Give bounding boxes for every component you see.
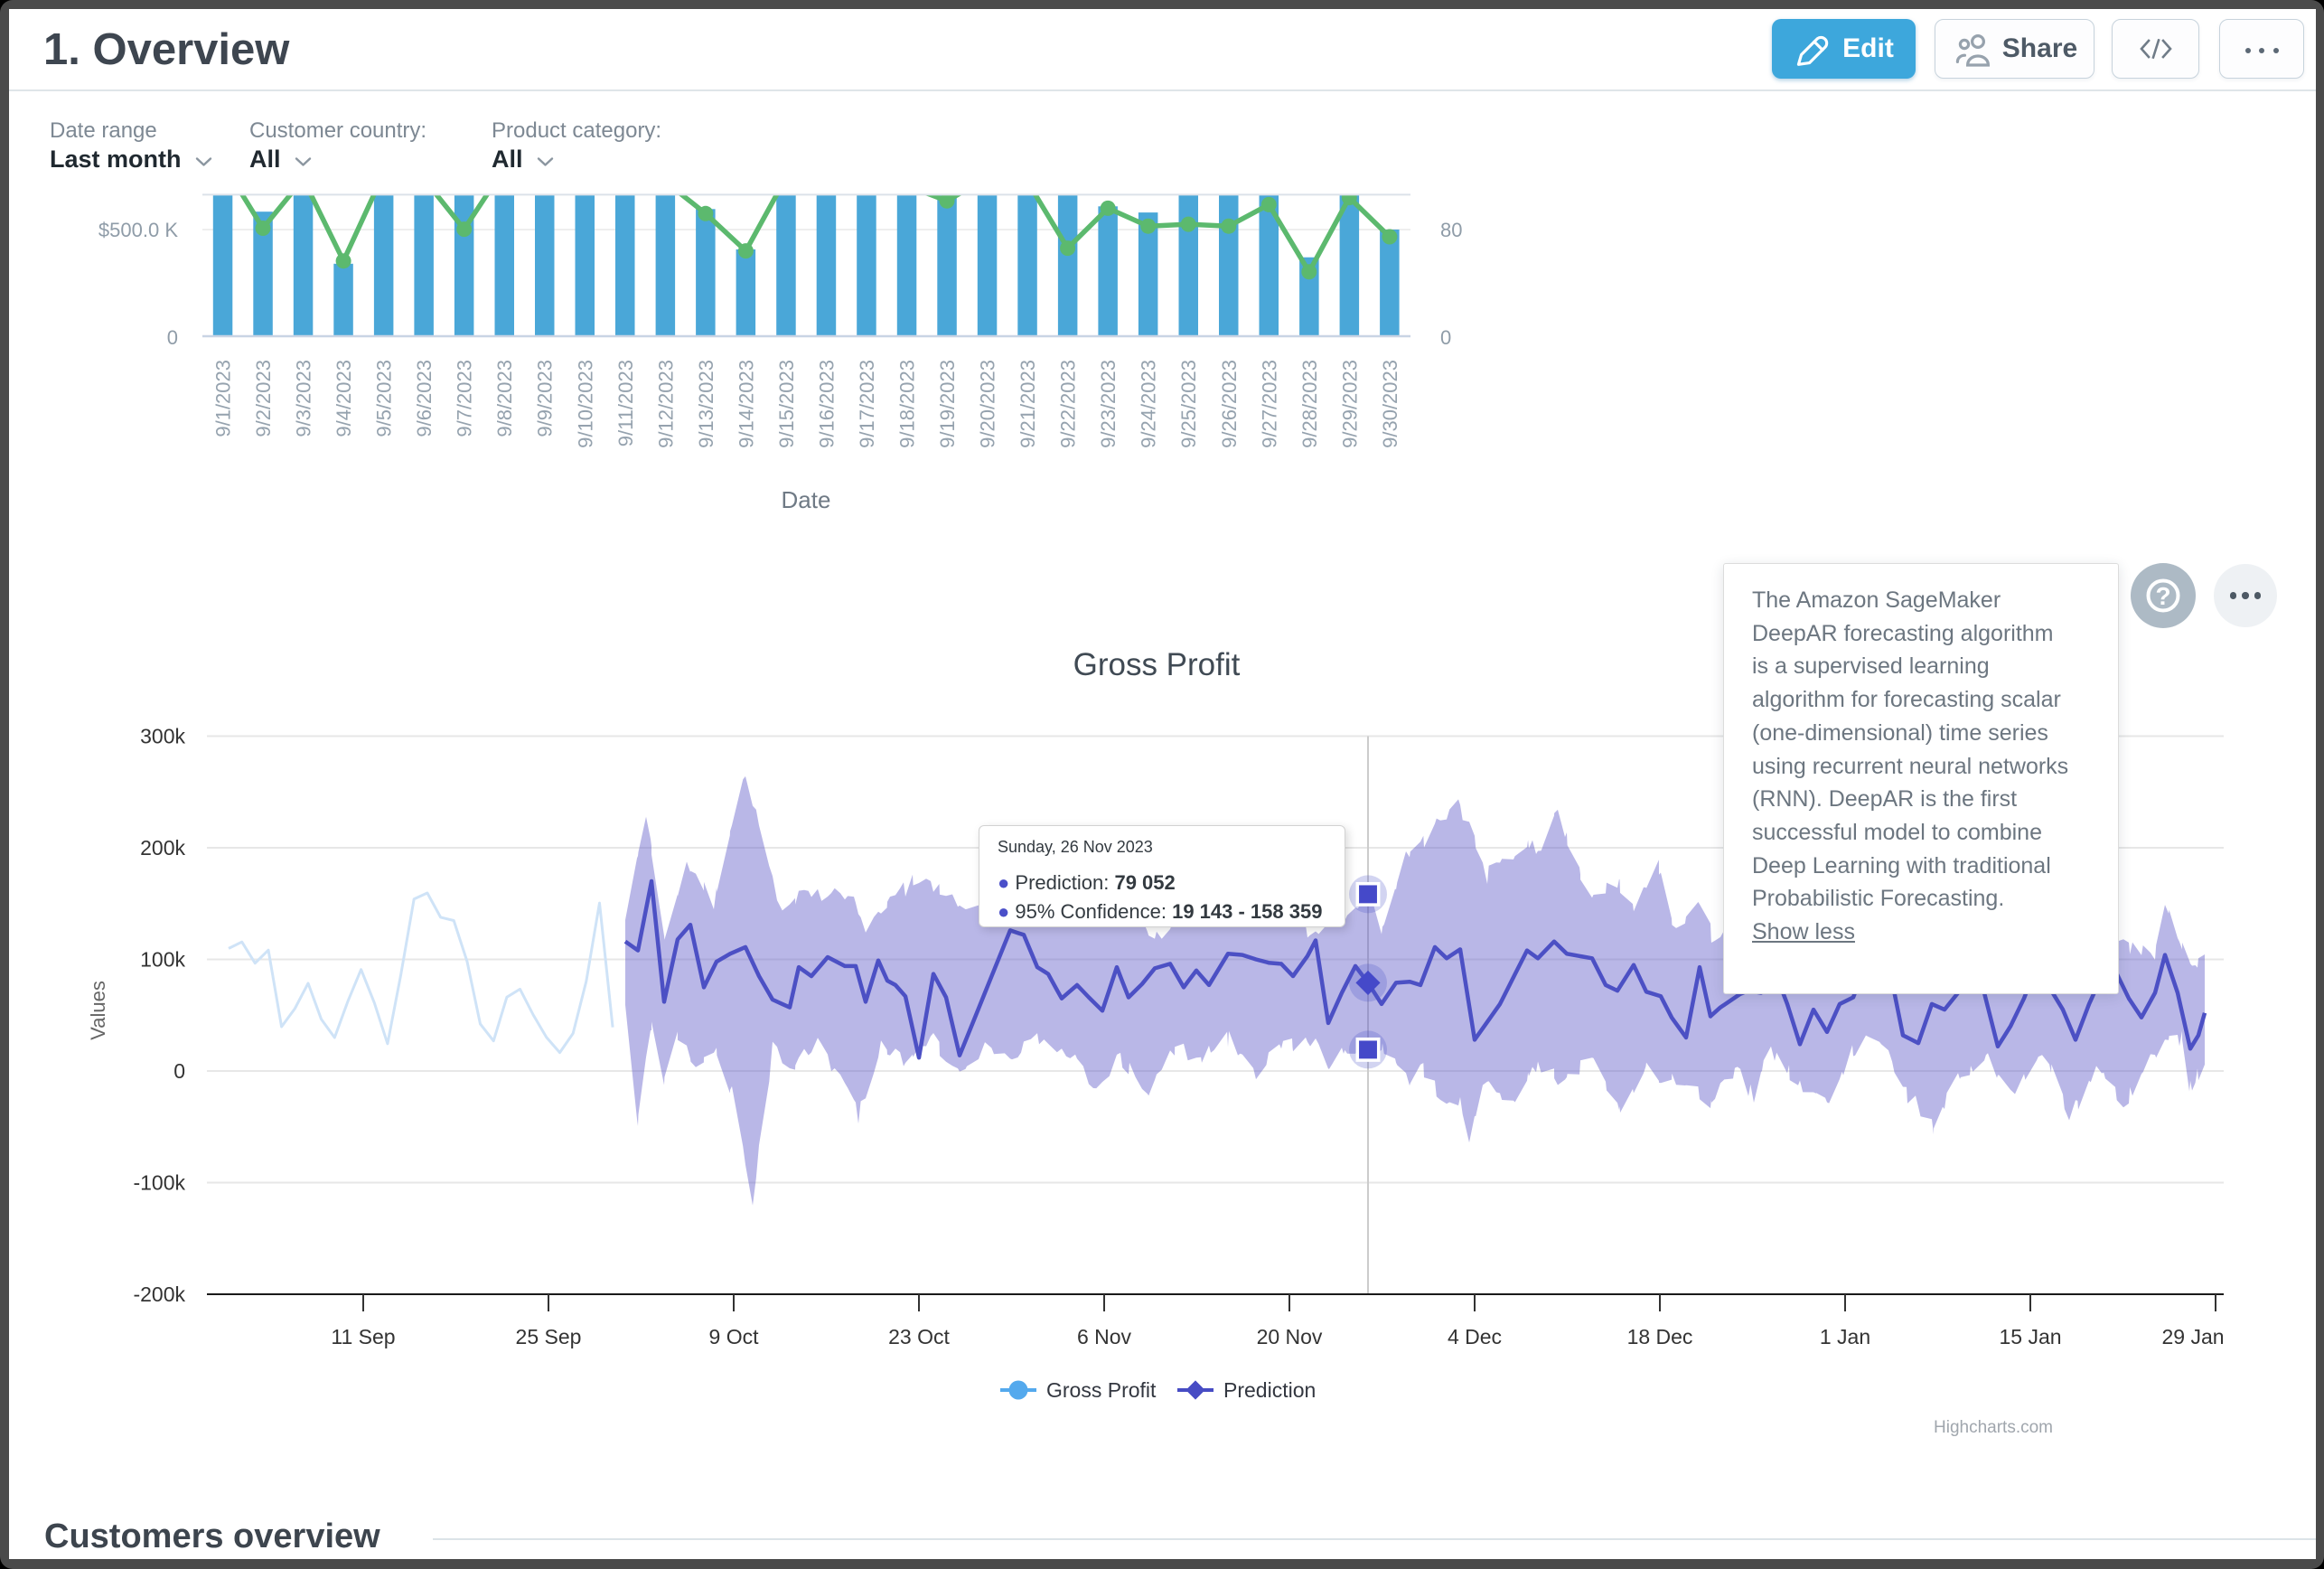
svg-text:23 Oct: 23 Oct bbox=[888, 1325, 950, 1348]
svg-text:0: 0 bbox=[173, 1059, 185, 1083]
svg-text:Values: Values bbox=[87, 981, 109, 1040]
svg-text:9/21/2023: 9/21/2023 bbox=[1017, 360, 1039, 448]
svg-text:9/27/2023: 9/27/2023 bbox=[1258, 360, 1280, 448]
svg-text:4 Dec: 4 Dec bbox=[1448, 1325, 1502, 1348]
svg-text:9/25/2023: 9/25/2023 bbox=[1177, 360, 1200, 448]
svg-text:0: 0 bbox=[1440, 326, 1451, 349]
svg-text:9/10/2023: 9/10/2023 bbox=[574, 360, 596, 448]
svg-text:15 Jan: 15 Jan bbox=[1999, 1325, 2061, 1348]
svg-text:300k: 300k bbox=[140, 725, 185, 748]
svg-text:29 Jan: 29 Jan bbox=[2161, 1325, 2224, 1348]
svg-text:9/9/2023: 9/9/2023 bbox=[534, 360, 557, 437]
svg-text:9/6/2023: 9/6/2023 bbox=[413, 360, 436, 437]
svg-text:?: ? bbox=[2155, 582, 2170, 610]
svg-text:9/20/2023: 9/20/2023 bbox=[977, 360, 999, 448]
svg-text:9/22/2023: 9/22/2023 bbox=[1057, 360, 1080, 448]
svg-text:Gross Profit: Gross Profit bbox=[1073, 647, 1241, 682]
svg-text:$500.0 K: $500.0 K bbox=[98, 219, 178, 241]
svg-text:9/18/2023: 9/18/2023 bbox=[896, 360, 919, 448]
svg-text:9/5/2023: 9/5/2023 bbox=[373, 360, 396, 437]
svg-text:9/16/2023: 9/16/2023 bbox=[816, 360, 839, 448]
svg-text:200k: 200k bbox=[140, 836, 185, 860]
svg-text:80: 80 bbox=[1440, 219, 1462, 241]
svg-text:9/3/2023: 9/3/2023 bbox=[293, 360, 315, 437]
svg-text:9/2/2023: 9/2/2023 bbox=[252, 360, 275, 437]
svg-text:9/23/2023: 9/23/2023 bbox=[1097, 360, 1120, 448]
svg-text:Prediction: Prediction bbox=[1223, 1378, 1316, 1402]
svg-text:18 Dec: 18 Dec bbox=[1627, 1325, 1693, 1348]
svg-text:11 Sep: 11 Sep bbox=[331, 1325, 395, 1348]
svg-text:9/12/2023: 9/12/2023 bbox=[654, 360, 677, 448]
svg-text:Highcharts.com: Highcharts.com bbox=[1934, 1418, 2053, 1437]
svg-text:0: 0 bbox=[167, 326, 178, 349]
svg-text:9/26/2023: 9/26/2023 bbox=[1218, 360, 1241, 448]
svg-text:9/19/2023: 9/19/2023 bbox=[936, 360, 959, 448]
svg-text:-100k: -100k bbox=[133, 1171, 185, 1195]
svg-text:9/7/2023: 9/7/2023 bbox=[454, 360, 476, 437]
svg-text:9/29/2023: 9/29/2023 bbox=[1338, 360, 1361, 448]
svg-text:Date: Date bbox=[782, 486, 831, 513]
svg-text:9 Oct: 9 Oct bbox=[709, 1325, 760, 1348]
svg-text:9/15/2023: 9/15/2023 bbox=[775, 360, 798, 448]
svg-text:9/24/2023: 9/24/2023 bbox=[1138, 360, 1160, 448]
svg-text:Gross Profit: Gross Profit bbox=[1046, 1378, 1157, 1402]
svg-text:20 Nov: 20 Nov bbox=[1257, 1325, 1323, 1348]
svg-text:9/4/2023: 9/4/2023 bbox=[333, 360, 355, 437]
svg-text:9/14/2023: 9/14/2023 bbox=[735, 360, 757, 448]
svg-text:9/17/2023: 9/17/2023 bbox=[856, 360, 878, 448]
svg-text:9/28/2023: 9/28/2023 bbox=[1298, 360, 1321, 448]
svg-text:25 Sep: 25 Sep bbox=[516, 1325, 582, 1348]
svg-text:9/8/2023: 9/8/2023 bbox=[493, 360, 516, 437]
svg-text:6 Nov: 6 Nov bbox=[1077, 1325, 1132, 1348]
svg-text:1 Jan: 1 Jan bbox=[1820, 1325, 1870, 1348]
svg-text:9/13/2023: 9/13/2023 bbox=[695, 360, 717, 448]
svg-text:-200k: -200k bbox=[133, 1282, 185, 1306]
svg-text:9/11/2023: 9/11/2023 bbox=[614, 360, 637, 446]
svg-text:9/30/2023: 9/30/2023 bbox=[1379, 360, 1401, 448]
svg-text:9/1/2023: 9/1/2023 bbox=[212, 360, 235, 437]
svg-text:100k: 100k bbox=[140, 948, 185, 972]
